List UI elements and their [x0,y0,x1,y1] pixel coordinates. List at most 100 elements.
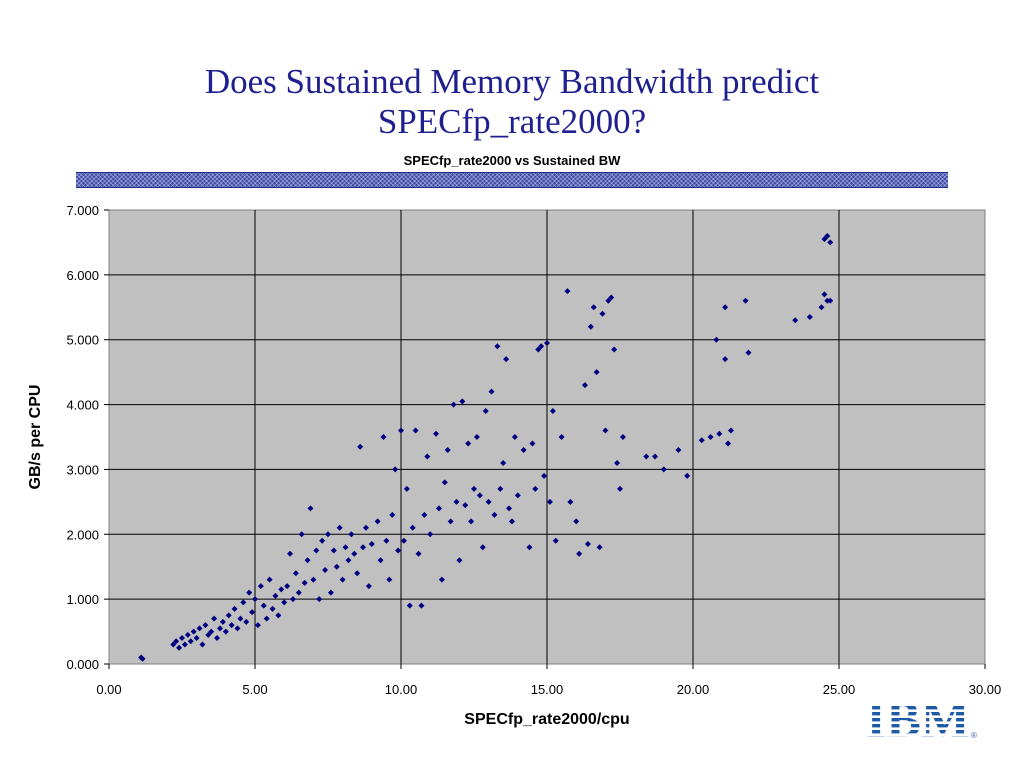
data-point [339,576,346,583]
data-point [488,388,495,395]
data-point [187,638,194,645]
data-point [278,586,285,593]
data-point [725,440,732,447]
data-point [806,314,813,321]
svg-text:®: ® [971,731,977,740]
data-point [345,557,352,564]
data-point [471,485,477,492]
data-point [538,343,545,350]
y-axis-ticks: 0.000 1.000 2.000 3.000 4.000 5.000 6.000 7.000 [66,203,109,672]
data-point [196,625,203,632]
x-axis-ticks: 0.00 5.00 10.00 15.00 20.00 25.00 30.00 [96,664,1001,697]
data-point [462,502,469,509]
data-point [675,446,682,453]
y-tick-label: 4.000 [66,398,99,413]
data-point [552,537,559,544]
data-point [400,537,407,544]
data-point [301,579,308,586]
data-point [564,288,571,295]
x-tick-label: 15.00 [531,682,564,697]
data-point [427,531,434,538]
data-point [541,472,548,479]
data-point [193,635,200,642]
data-point [310,576,317,583]
data-point [406,602,413,609]
data-point [342,544,349,551]
data-point [456,557,463,564]
data-point [327,589,334,596]
data-point [360,544,367,551]
data-point [322,566,329,573]
chart-title: SPECfp_rate2000 vs Sustained BW [404,153,621,168]
data-point [821,291,828,298]
data-point [713,336,720,343]
data-point [608,294,615,301]
data-point [596,544,603,551]
data-point [482,408,489,415]
data-point [170,641,177,648]
data-point [395,547,402,554]
data-point [614,459,621,466]
data-point [599,310,606,317]
data-point [587,323,594,330]
data-point [257,583,264,590]
data-point [619,434,626,440]
title-divider [76,172,948,188]
data-point [494,343,501,350]
x-tick-label: 25.00 [823,682,856,697]
data-point [292,570,299,577]
data-point [139,655,146,662]
x-tick-label: 0.00 [96,682,121,697]
data-point [581,382,588,389]
y-tick-label: 0.000 [66,657,99,672]
x-tick-label: 10.00 [385,682,418,697]
data-point [698,437,705,444]
data-point [643,453,650,460]
data-point [441,479,448,486]
data-point [535,346,542,353]
data-point [219,618,226,625]
data-point [243,618,250,625]
data-point [374,518,381,525]
data-point [208,628,215,635]
data-point [389,511,396,518]
data-point [392,466,399,473]
y-tick-label: 6.000 [66,268,99,283]
data-point [237,615,244,622]
data-point [211,615,218,622]
data-point [249,609,256,616]
data-point [325,531,331,538]
x-tick-label: 20.00 [677,682,710,697]
data-point [593,369,600,376]
data-point [473,434,480,440]
data-point [824,232,831,239]
data-point [424,453,431,460]
data-point [497,485,504,492]
data-point [409,524,416,531]
data-point [222,628,229,635]
y-tick-label: 2.000 [66,527,99,542]
data-point [263,615,270,622]
data-point [216,625,223,632]
slide-title: Does Sustained Memory Bandwidth predict … [0,62,1024,142]
data-point [287,550,294,557]
data-point [549,408,556,415]
data-point [316,596,323,603]
data-point [383,537,390,544]
data-point [298,531,305,538]
data-point [503,356,510,363]
data-point [506,505,513,512]
data-point [660,466,667,473]
data-point [386,576,393,583]
data-point [351,550,358,557]
data-point [511,434,518,440]
data-point [184,631,191,638]
data-point [246,589,253,596]
data-point [418,602,425,609]
data-point [742,297,749,304]
data-point [727,427,734,434]
data-point [179,635,185,642]
data-point [362,524,369,531]
grid-lines [109,210,985,664]
data-point [444,446,451,453]
